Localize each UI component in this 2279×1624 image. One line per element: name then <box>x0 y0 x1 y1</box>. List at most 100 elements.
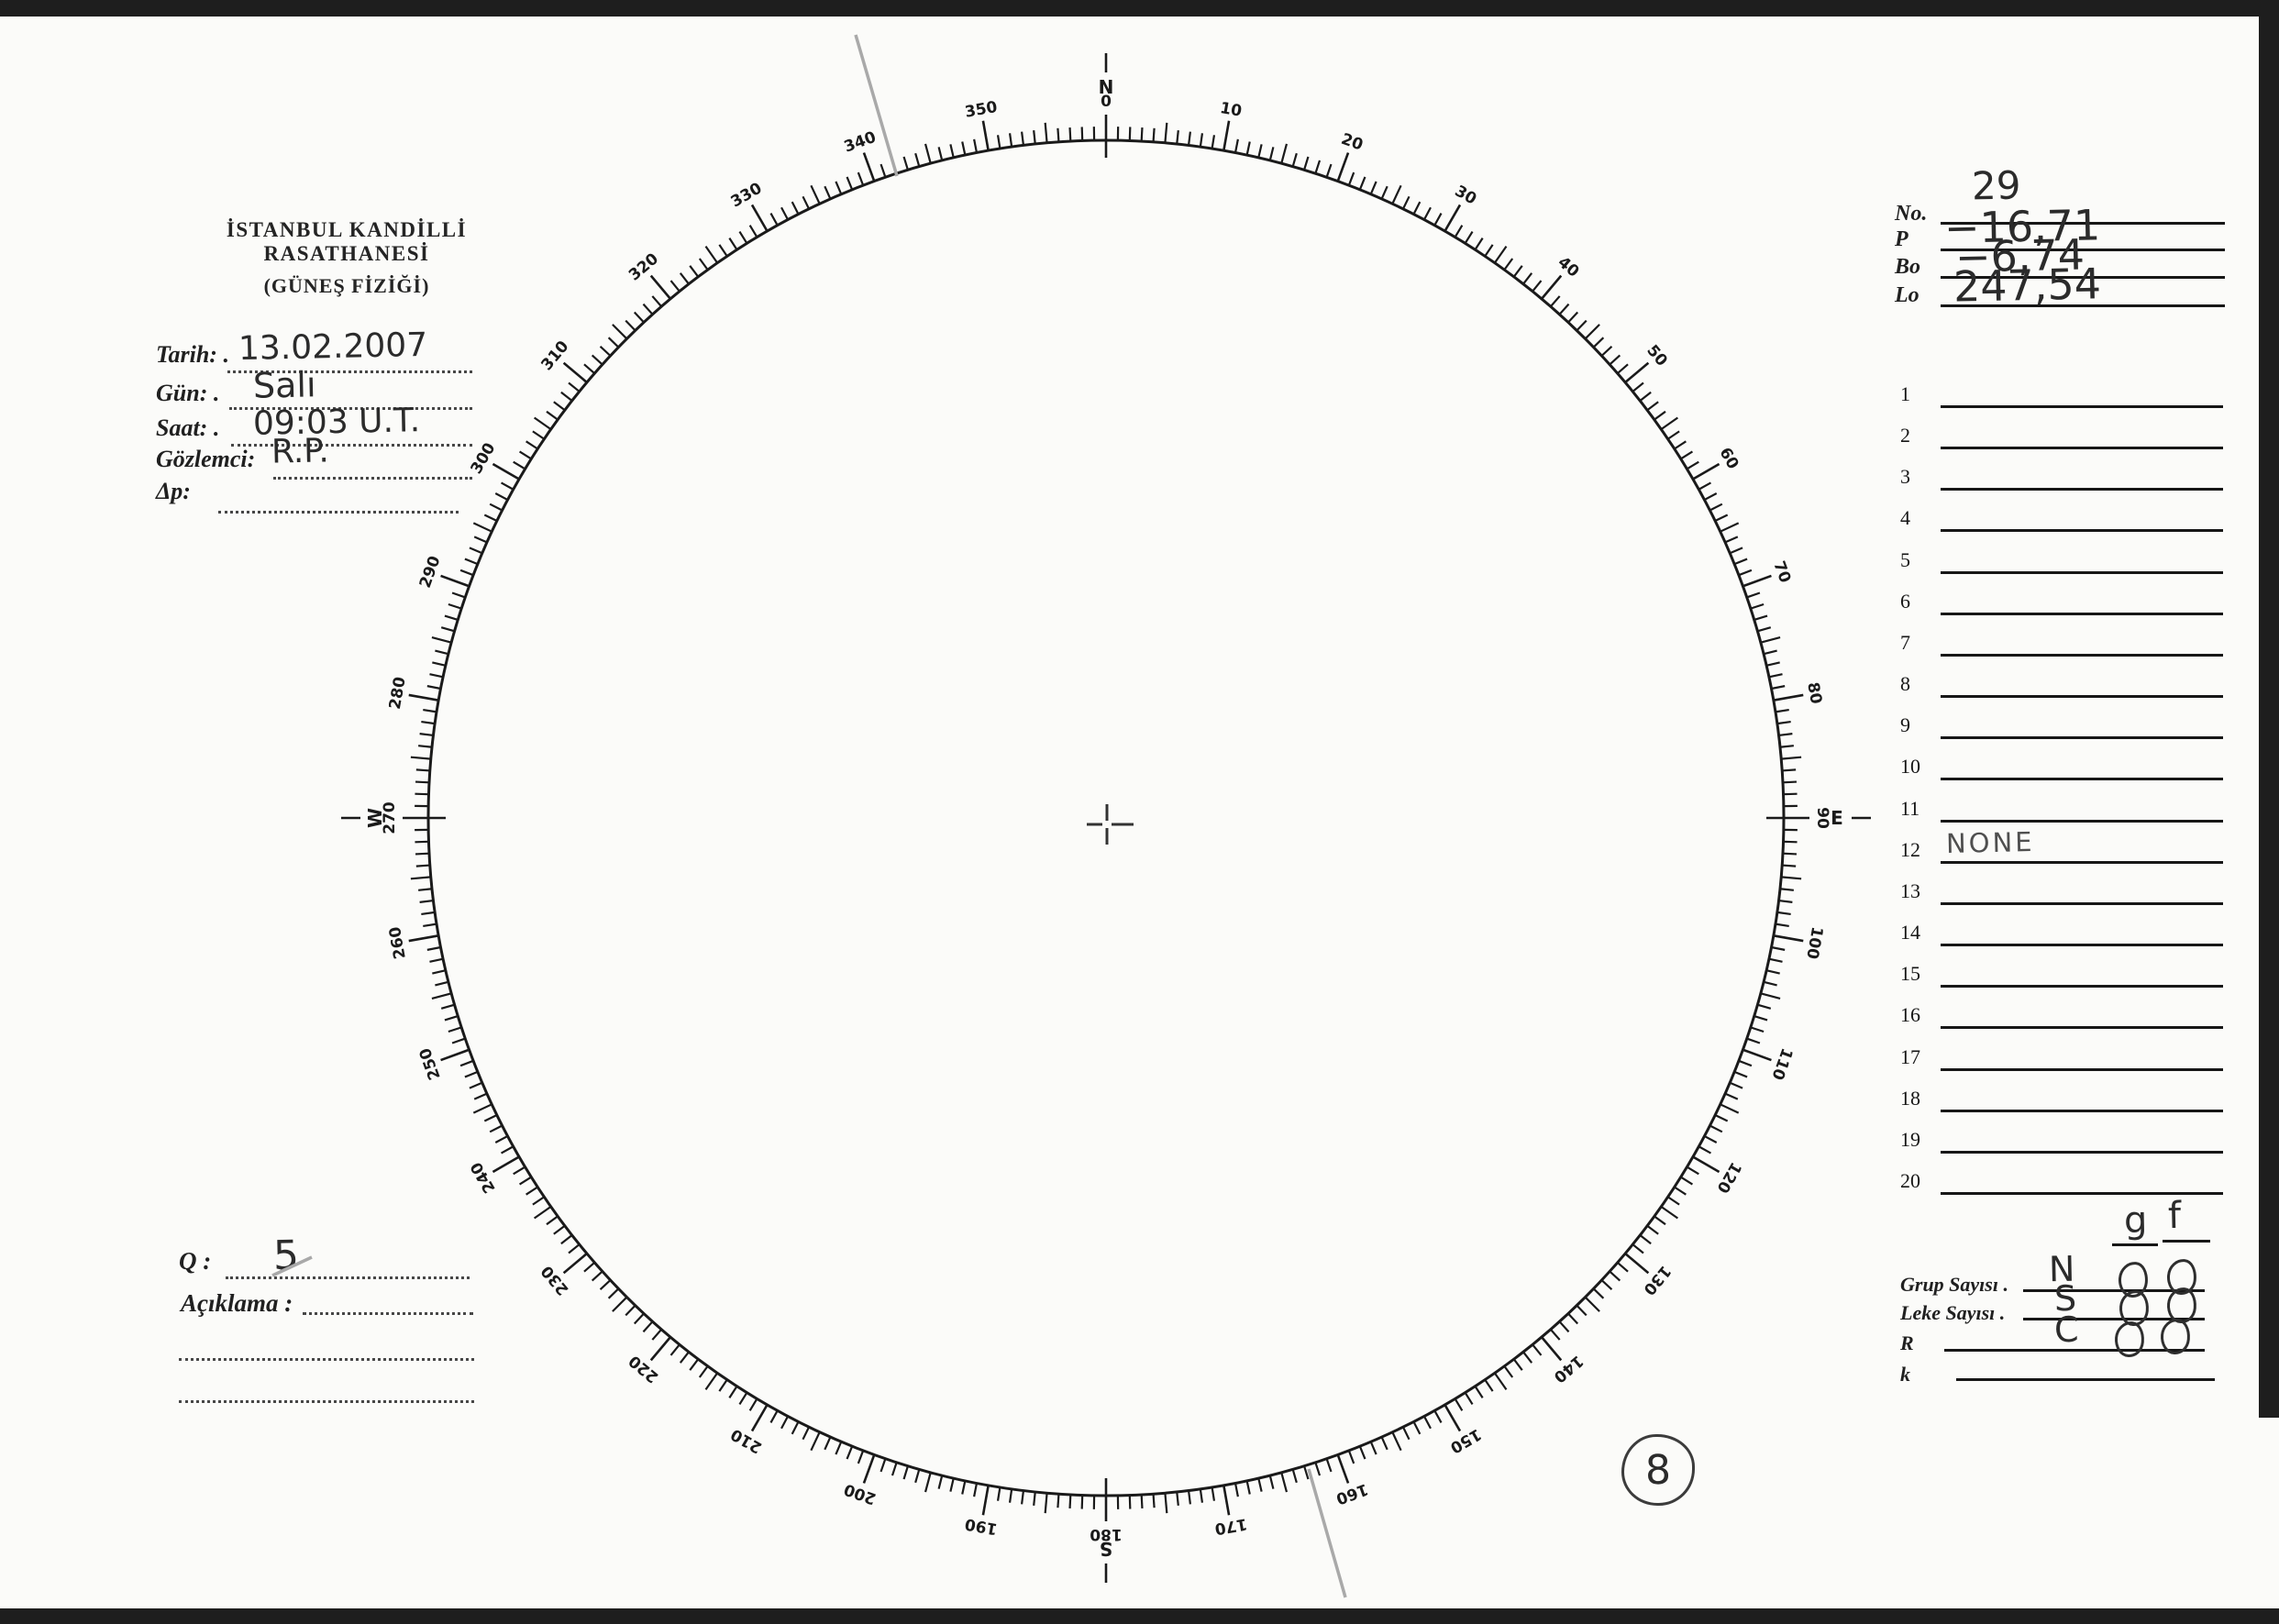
pencil-orientation-mark <box>1307 1468 1347 1598</box>
dial-tick <box>649 1336 671 1362</box>
dial-tick <box>1600 345 1613 357</box>
dial-tick <box>429 673 444 679</box>
dial-tick <box>810 1431 821 1452</box>
dial-tick <box>981 120 990 151</box>
count-row-label: Leke Sayısı . <box>1900 1301 2006 1324</box>
dial-tick <box>1680 450 1694 460</box>
dial-tick <box>973 1483 979 1497</box>
dial-tick <box>1771 945 1786 951</box>
dial-tick <box>1617 1261 1629 1273</box>
obs-field-label: Gözlemci: <box>156 446 256 472</box>
dial-tick <box>791 1420 800 1435</box>
dial-tick <box>1667 430 1680 440</box>
dial-tick <box>802 195 811 210</box>
dial-tick <box>1369 1441 1377 1455</box>
region-row-line <box>1941 1026 2223 1029</box>
dial-tick <box>1765 661 1780 667</box>
dial-cardinal-letter: E <box>1831 807 1843 829</box>
dial-tick <box>718 1379 728 1392</box>
dial-tick <box>880 1458 887 1473</box>
dial-tick <box>1765 969 1780 975</box>
dial-cardinal-letter: N <box>1099 76 1114 98</box>
dial-tick <box>961 1480 967 1495</box>
dial-tick <box>469 547 483 555</box>
region-row-number: 10 <box>1900 755 1920 778</box>
dial-tick <box>1347 1450 1355 1464</box>
dial-tick <box>568 381 581 392</box>
dial-tick <box>546 410 559 421</box>
dial-tick <box>1781 756 1802 760</box>
dial-tick <box>421 911 436 916</box>
dial-degree-label: 150 <box>1447 1424 1485 1456</box>
dial-tick <box>1639 391 1652 402</box>
dial-tick <box>1493 1372 1508 1391</box>
dial-tick <box>1057 127 1060 142</box>
dial-tick <box>525 440 538 450</box>
dial-tick <box>1522 272 1533 285</box>
region-row-line <box>1941 778 2223 780</box>
region-row-number: 4 <box>1900 506 1910 529</box>
dial-tick <box>1268 147 1275 161</box>
dial-tick <box>1391 1431 1402 1452</box>
dial-tick <box>1558 1320 1570 1333</box>
dial-tick <box>1152 1494 1156 1508</box>
dial-tick <box>1454 225 1464 238</box>
dial-tick <box>1444 204 1462 232</box>
dial-tick <box>1724 536 1739 544</box>
dial-tick <box>1128 127 1132 141</box>
dial-tick <box>562 1253 588 1275</box>
dial-tick <box>1639 1234 1652 1245</box>
dial-tick <box>689 265 700 278</box>
dial-tick <box>1667 1196 1680 1206</box>
dial-tick <box>1549 1329 1561 1341</box>
dial-tick <box>981 1485 990 1516</box>
dial-degree-label: 310 <box>537 337 572 374</box>
dial-tick <box>1245 141 1251 156</box>
dial-tick <box>599 345 612 357</box>
department-name: (GÜNEŞ FİZİĞİ) <box>263 274 430 297</box>
dial-tick <box>1068 1494 1072 1509</box>
region-row-line <box>1941 736 2223 739</box>
remarks-line-3 <box>179 1400 474 1403</box>
dial-tick <box>553 1224 566 1235</box>
dial-degree-label: 50 <box>1643 342 1671 370</box>
dial-tick <box>1584 1296 1600 1312</box>
dial-degree-label: 330 <box>728 179 766 211</box>
dial-tick <box>1576 319 1588 332</box>
dial-tick <box>473 536 488 544</box>
dial-tick <box>1709 503 1723 512</box>
dial-tick <box>1783 840 1798 844</box>
obs-field-label: Δp: <box>156 478 191 504</box>
dial-tick <box>421 720 436 725</box>
count-row-line <box>2023 1289 2205 1292</box>
dial-tick <box>937 1475 944 1489</box>
dial-tick <box>472 522 492 533</box>
dial-tick <box>1336 152 1350 182</box>
dial-tick <box>835 1441 843 1455</box>
count-row-label: Grup Sayısı . <box>1900 1273 2008 1296</box>
dial-tick <box>651 295 663 307</box>
pencil-orientation-mark <box>271 1255 313 1277</box>
dial-tick <box>1422 1415 1432 1430</box>
region-row-line <box>1941 654 2223 657</box>
dial-tick <box>1199 133 1204 148</box>
remarks-line-1 <box>303 1312 473 1315</box>
dial-tick <box>1044 1493 1048 1514</box>
scan-border-bottom <box>0 1608 2279 1624</box>
obs-field-line <box>273 477 472 480</box>
dial-tick <box>1152 127 1156 142</box>
dial-tick <box>532 1196 545 1206</box>
dial-tick <box>1380 1436 1388 1451</box>
dial-tick <box>802 1426 811 1441</box>
dial-tick <box>1781 876 1802 880</box>
dial-tick <box>1698 1145 1711 1154</box>
dial-tick <box>1771 685 1786 690</box>
dial-tick <box>518 450 532 460</box>
region-row-line <box>1941 1110 2223 1112</box>
dial-tick <box>440 626 455 633</box>
dial-tick <box>651 1329 663 1341</box>
dial-tick <box>1257 1477 1263 1492</box>
dial-tick <box>1686 460 1699 470</box>
remarks-label: Açıklama : <box>181 1289 293 1317</box>
dial-tick <box>591 354 603 366</box>
